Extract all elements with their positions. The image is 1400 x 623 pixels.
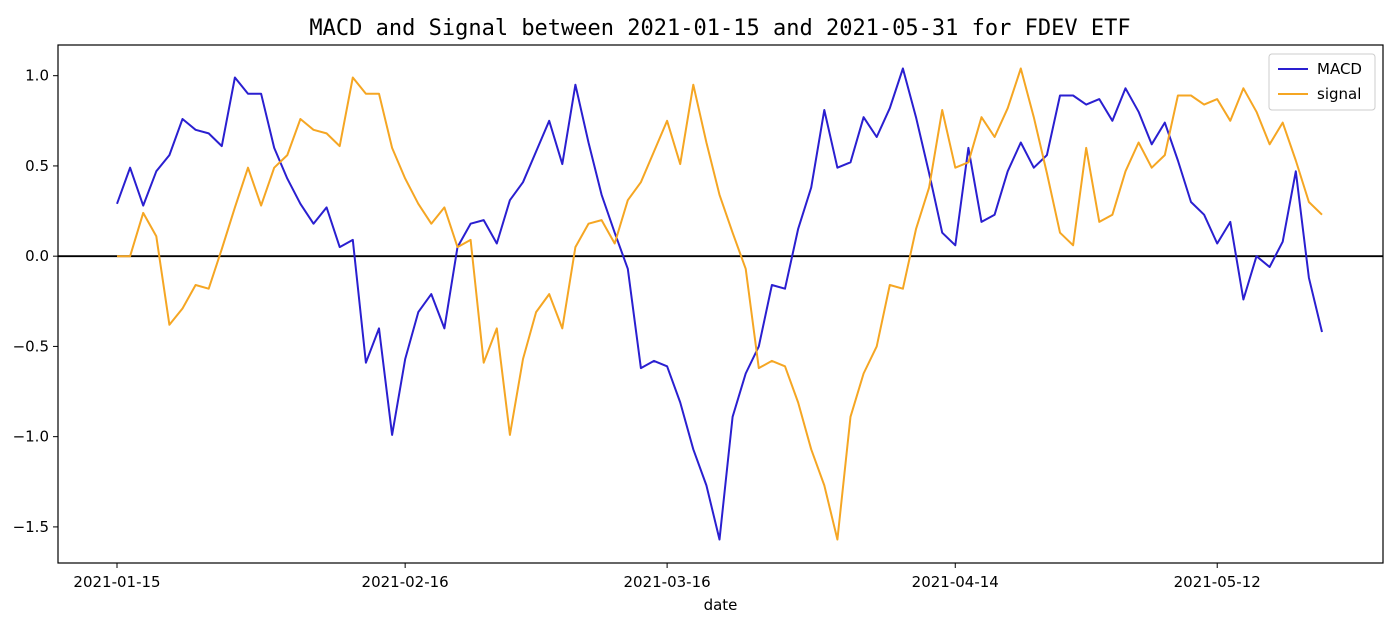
legend-label-signal: signal	[1317, 85, 1361, 103]
x-tick-label: 2021-03-16	[624, 573, 711, 591]
x-axis-label: date	[704, 596, 738, 614]
legend: MACD signal	[1268, 53, 1376, 111]
x-tick-label: 2021-04-14	[912, 573, 999, 591]
y-tick-label: −1.5	[13, 518, 49, 536]
series-line-signal	[117, 67, 1323, 541]
y-tick-label: −0.5	[13, 337, 49, 355]
series-line-macd	[116, 67, 1323, 541]
legend-label-macd: MACD	[1317, 60, 1362, 78]
plot-frame	[57, 44, 1384, 564]
y-tick-label: 1.0	[25, 67, 49, 85]
x-tick-label: 2021-02-16	[362, 573, 449, 591]
plot-area: 1.0 0.5 0.0 −0.5 −1.0 −1.5 2021-01-15 2021-02-1…	[13, 44, 1384, 591]
y-tick-label: −1.0	[13, 428, 49, 446]
y-tick-label: 0.5	[25, 157, 49, 175]
y-tick-label: 0.0	[25, 247, 49, 265]
x-tick-label: 2021-01-15	[73, 573, 160, 591]
x-tick-label: 2021-05-12	[1174, 573, 1261, 591]
chart-title: MACD and Signal between 2021-01-15 and 2…	[309, 16, 1130, 41]
